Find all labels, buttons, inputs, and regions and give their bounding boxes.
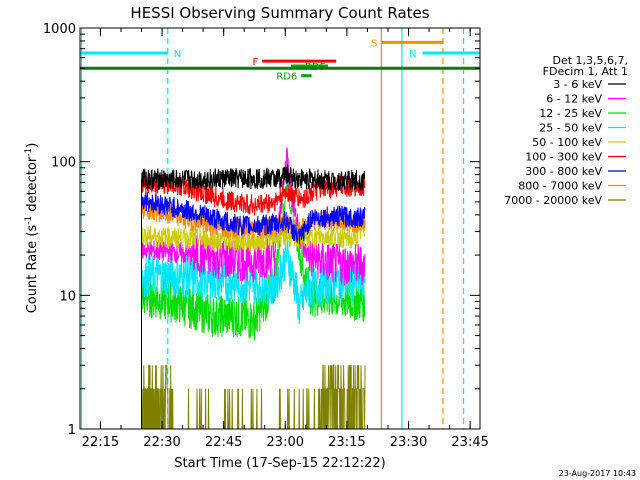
y-axis-label: Count Rate (s-1 detector-1) — [24, 143, 40, 314]
x-tick-label: 22:45 — [205, 435, 242, 450]
legend-entry-label: 25 - 50 keV — [539, 122, 602, 135]
x-tick-label: 22:15 — [82, 435, 119, 450]
state-bar-label: F — [253, 57, 259, 68]
plot-frame — [79, 27, 481, 430]
series-line — [141, 364, 366, 429]
legend-entry-label: 6 - 12 keV — [546, 93, 602, 106]
y-tick-label: 10 — [59, 289, 76, 304]
y-tick-label: 100 — [51, 156, 76, 171]
legend-entry-label: 50 - 100 keV — [532, 136, 602, 149]
x-tick-label: 23:30 — [390, 435, 427, 450]
series-line — [141, 191, 366, 429]
x-axis-label: Start Time (17-Sep-15 22:12:22) — [174, 456, 385, 471]
legend-header: FDecim 1, Att 1 — [543, 65, 628, 78]
legend-entry-label: 12 - 25 keV — [539, 107, 602, 120]
y-tick-label: 1 — [68, 423, 76, 438]
state-bar-label: S — [371, 38, 377, 49]
legend-entry-label: 3 - 6 keV — [553, 78, 602, 91]
legend-entry-label: 800 - 7000 keV — [518, 180, 602, 193]
series-line — [141, 219, 366, 429]
legend-header: Det 1,3,5,6,7, — [552, 54, 628, 67]
series-line — [141, 237, 366, 429]
x-tick-label: 23:00 — [267, 435, 304, 450]
chart-title: HESSI Observing Summary Count Rates — [130, 4, 429, 22]
timestamp: 23-Aug-2017 10:43 — [559, 469, 636, 478]
state-bar-label: N — [174, 49, 181, 60]
y-tick-label: 1000 — [43, 22, 76, 37]
state-bar-label: RD6 — [276, 72, 297, 83]
x-tick-label: 23:45 — [451, 435, 488, 450]
legend-entry-label: 100 - 300 keV — [525, 151, 602, 164]
x-tick-label: 22:30 — [143, 435, 180, 450]
legend: Det 1,3,5,6,7,FDecim 1, Att 13 - 6 keV 6 … — [504, 54, 628, 207]
state-bar-label: N — [409, 49, 416, 60]
legend-entry-label: 7000 - 20000 keV — [504, 194, 602, 207]
x-tick-label: 23:15 — [328, 435, 365, 450]
series-line — [141, 164, 366, 429]
legend-entry-label: 300 - 800 keV — [525, 165, 602, 178]
series-line — [141, 147, 366, 429]
